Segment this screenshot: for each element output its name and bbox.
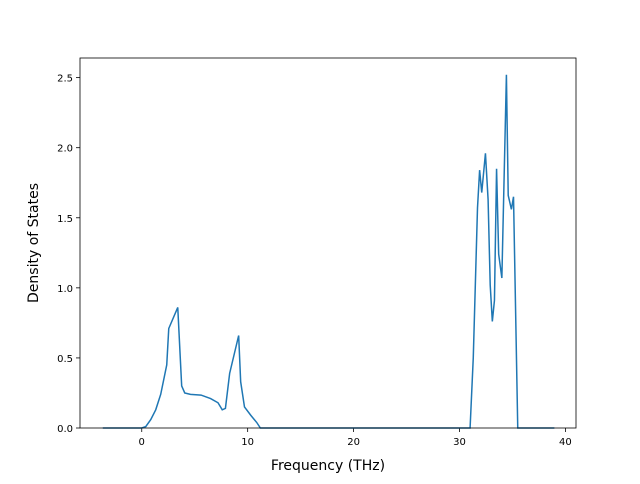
y-tick-label: 0.5 [57, 354, 73, 365]
x-tick-label: 30 [453, 437, 466, 448]
plot-frame [79, 57, 577, 429]
x-tick-label: 10 [241, 437, 254, 448]
x-tick-label: 40 [559, 437, 572, 448]
y-tick-label: 1.5 [57, 214, 73, 225]
x-axis-label: Frequency (THz) [271, 458, 385, 474]
line-series [102, 74, 555, 429]
x-tick-label: 20 [347, 437, 360, 448]
y-axis-label: Density of States [26, 183, 42, 303]
y-tick-label: 0.0 [57, 424, 73, 435]
y-tick-label: 2.0 [57, 144, 73, 155]
y-tick-label: 1.0 [57, 284, 73, 295]
x-tick-label: 0 [139, 437, 145, 448]
y-tick-label: 2.5 [57, 74, 73, 85]
